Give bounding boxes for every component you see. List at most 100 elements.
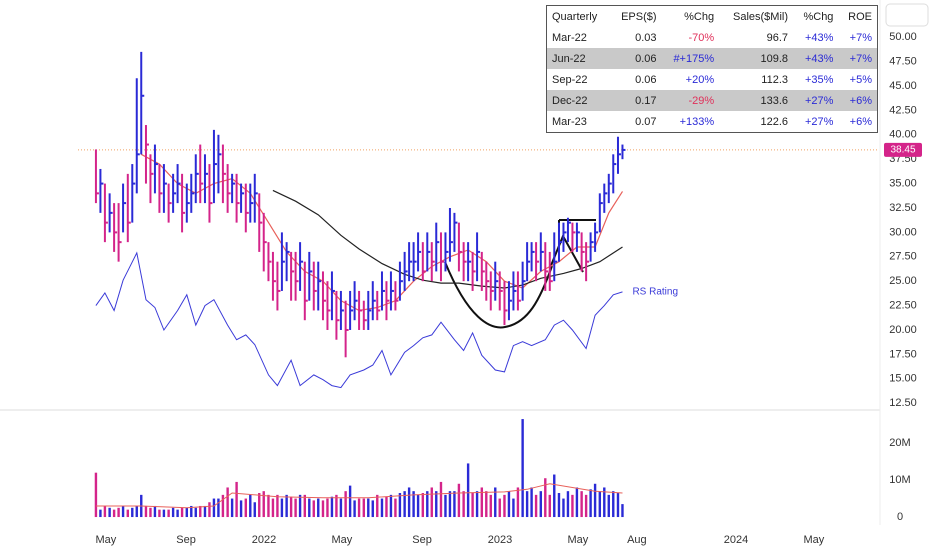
cup-pattern — [444, 261, 553, 329]
volume-bar — [212, 498, 216, 518]
y-tick-label: 25.00 — [889, 275, 917, 287]
volume-bar — [335, 494, 338, 518]
volume-bar — [494, 487, 497, 518]
volume-bar — [498, 498, 501, 518]
volume-bar — [525, 491, 529, 518]
volume-bar — [439, 481, 443, 518]
volume-bar — [298, 494, 302, 518]
volume-bar — [421, 493, 425, 518]
volume-bar — [471, 493, 474, 518]
volume-bar — [580, 491, 583, 518]
volume-bar — [267, 494, 270, 518]
table-cell: Jun-22 — [552, 52, 586, 65]
volume-bar — [94, 472, 98, 518]
volume-bar — [621, 504, 624, 518]
volume-bar — [203, 505, 207, 518]
volume-bar — [176, 509, 179, 518]
volume-bar — [131, 507, 134, 518]
volume-bar — [362, 498, 366, 518]
volume-bar — [158, 509, 161, 518]
volume-bar — [294, 498, 297, 518]
volume-bar — [344, 491, 347, 518]
table-cell: +133% — [679, 115, 715, 128]
x-tick-label: Aug — [627, 534, 647, 546]
volume-bar — [103, 505, 107, 518]
table-cell: %Chg — [684, 10, 715, 23]
table-cell: 0.17 — [635, 94, 657, 107]
volume-bar — [575, 487, 579, 518]
volume-bar — [530, 487, 533, 518]
volume-bar — [353, 500, 356, 518]
x-tick-label: May — [803, 534, 824, 546]
volume-bar — [171, 507, 175, 518]
volume-bar — [262, 491, 265, 518]
moving-average — [272, 189, 623, 289]
volume-bar — [539, 491, 543, 518]
volume-bar — [239, 500, 243, 518]
y-tick-label: 40.00 — [889, 129, 917, 141]
volume-bar — [180, 507, 184, 518]
volume-bar — [507, 491, 511, 518]
table-cell: 122.6 — [760, 115, 789, 128]
volume-bar — [457, 483, 461, 518]
table-cell: 0.06 — [635, 52, 657, 65]
volume-bar — [475, 491, 479, 518]
volume-bar — [121, 505, 125, 518]
x-tick-label: 2024 — [724, 534, 748, 546]
table-cell: +5% — [849, 73, 872, 86]
y-tick-label: 17.50 — [889, 348, 917, 360]
volume-bar — [244, 498, 247, 518]
volume-bar — [389, 494, 393, 518]
volume-bar — [99, 509, 102, 518]
volume-bar — [144, 505, 148, 518]
volume-bar — [407, 487, 411, 518]
table-cell: -29% — [688, 94, 715, 107]
volume-bar — [485, 491, 488, 518]
volume-average — [95, 483, 623, 509]
y-tick-label: 50.00 — [889, 31, 917, 43]
table-cell: 0.06 — [635, 73, 657, 86]
volume-bar — [276, 494, 279, 518]
table-row: Mar-22 0.03 -70% 96.7 +43% +7% — [547, 27, 878, 48]
volume-bar — [330, 496, 334, 518]
table-cell: +20% — [685, 73, 715, 86]
volume-bar — [394, 498, 397, 518]
last-price-badge — [884, 142, 922, 157]
volume-bar — [285, 494, 288, 518]
x-tick-label: Sep — [412, 534, 432, 546]
volume-bar — [153, 505, 157, 518]
y-tick-label: 45.00 — [889, 80, 917, 92]
volume-bar — [280, 498, 284, 518]
volume-bar — [398, 493, 402, 518]
y-tick-label: 15.00 — [889, 373, 917, 385]
table-cell: %Chg — [803, 10, 834, 23]
volume-bar — [616, 493, 620, 518]
table-cell: 0.03 — [635, 31, 657, 44]
volume-bar — [603, 487, 606, 518]
volume-bar — [167, 509, 170, 518]
y2-tick-label: 10M — [889, 474, 910, 486]
volume-bar — [230, 498, 234, 518]
table-row: Jun-22 0.06 #+175% 109.8 +43% +7% — [546, 48, 878, 69]
volume-bar — [589, 489, 592, 518]
volume-bar — [544, 478, 547, 518]
toolbar-box[interactable] — [885, 3, 929, 27]
volume-bar — [516, 487, 520, 518]
x-tick-label: Sep — [176, 534, 196, 546]
volume-bar — [308, 498, 311, 518]
y-tick-label: 27.50 — [889, 251, 917, 263]
volume-bar — [348, 485, 352, 518]
last-price-label: 38.45 — [890, 145, 915, 156]
volume-bar — [217, 498, 220, 518]
table-cell: Dec-22 — [552, 94, 588, 107]
x-tick-label: May — [567, 534, 588, 546]
volume-bar — [376, 494, 379, 518]
table-cell: Quarterly — [552, 10, 598, 23]
table-cell: 109.8 — [760, 52, 789, 65]
volume-bar — [190, 505, 193, 518]
volume-bar — [249, 494, 252, 518]
table-cell: 112.3 — [761, 73, 789, 86]
volume-bar — [430, 487, 433, 518]
volume-bar — [235, 481, 238, 518]
